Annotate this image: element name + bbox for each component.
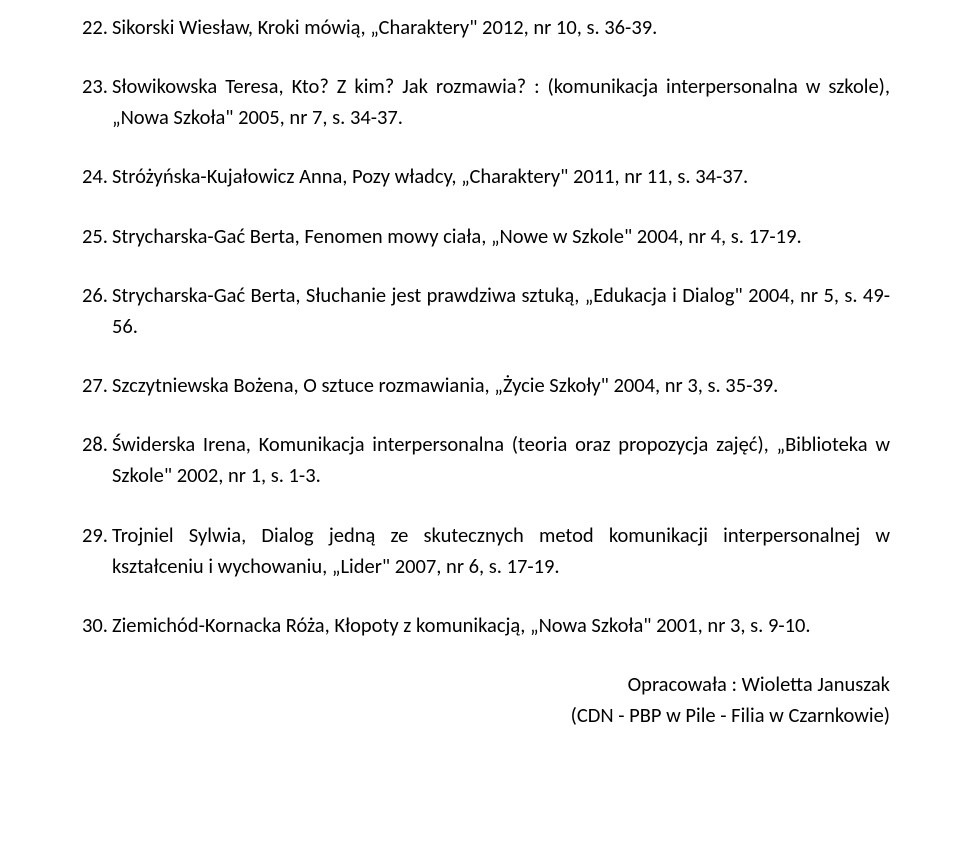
entry-number: 23. — [82, 71, 112, 133]
bibliography-entry: 25. Strycharska-Gać Berta, Fenomen mowy … — [82, 221, 890, 252]
entry-number: 30. — [82, 610, 112, 641]
entry-text: Słowikowska Teresa, Kto? Z kim? Jak rozm… — [112, 71, 890, 133]
bibliography-entry: 26. Strycharska-Gać Berta, Słuchanie jes… — [82, 280, 890, 342]
document-page: 22. Sikorski Wiesław, Kroki mówią, „Char… — [0, 0, 960, 761]
entry-number: 24. — [82, 161, 112, 192]
document-footer: Opracowała : Wioletta Januszak (CDN - PB… — [82, 669, 890, 731]
bibliography-entry: 23. Słowikowska Teresa, Kto? Z kim? Jak … — [82, 71, 890, 133]
bibliography-entry: 27. Szczytniewska Bożena, O sztuce rozma… — [82, 370, 890, 401]
entry-text: Ziemichód-Kornacka Róża, Kłopoty z komun… — [112, 610, 890, 641]
entry-text: Szczytniewska Bożena, O sztuce rozmawian… — [112, 370, 890, 401]
bibliography-entry: 28. Świderska Irena, Komunikacja interpe… — [82, 429, 890, 491]
entry-number: 26. — [82, 280, 112, 342]
bibliography-entry: 30. Ziemichód-Kornacka Róża, Kłopoty z k… — [82, 610, 890, 641]
entry-number: 29. — [82, 520, 112, 582]
bibliography-entry: 22. Sikorski Wiesław, Kroki mówią, „Char… — [82, 12, 890, 43]
entry-text: Świderska Irena, Komunikacja interperson… — [112, 429, 890, 491]
entry-text: Strycharska-Gać Berta, Słuchanie jest pr… — [112, 280, 890, 342]
footer-author: Opracowała : Wioletta Januszak — [82, 669, 890, 700]
entry-text: Sikorski Wiesław, Kroki mówią, „Charakte… — [112, 12, 890, 43]
bibliography-entry: 24. Stróżyńska-Kujałowicz Anna, Pozy wła… — [82, 161, 890, 192]
footer-affiliation: (CDN - PBP w Pile - Filia w Czarnkowie) — [82, 700, 890, 731]
entry-number: 27. — [82, 370, 112, 401]
bibliography-entry: 29. Trojniel Sylwia, Dialog jedną ze sku… — [82, 520, 890, 582]
entry-text: Trojniel Sylwia, Dialog jedną ze skutecz… — [112, 520, 890, 582]
entry-number: 22. — [82, 12, 112, 43]
entry-text: Stróżyńska-Kujałowicz Anna, Pozy władcy,… — [112, 161, 890, 192]
entry-text: Strycharska-Gać Berta, Fenomen mowy ciał… — [112, 221, 890, 252]
entry-number: 25. — [82, 221, 112, 252]
entry-number: 28. — [82, 429, 112, 491]
